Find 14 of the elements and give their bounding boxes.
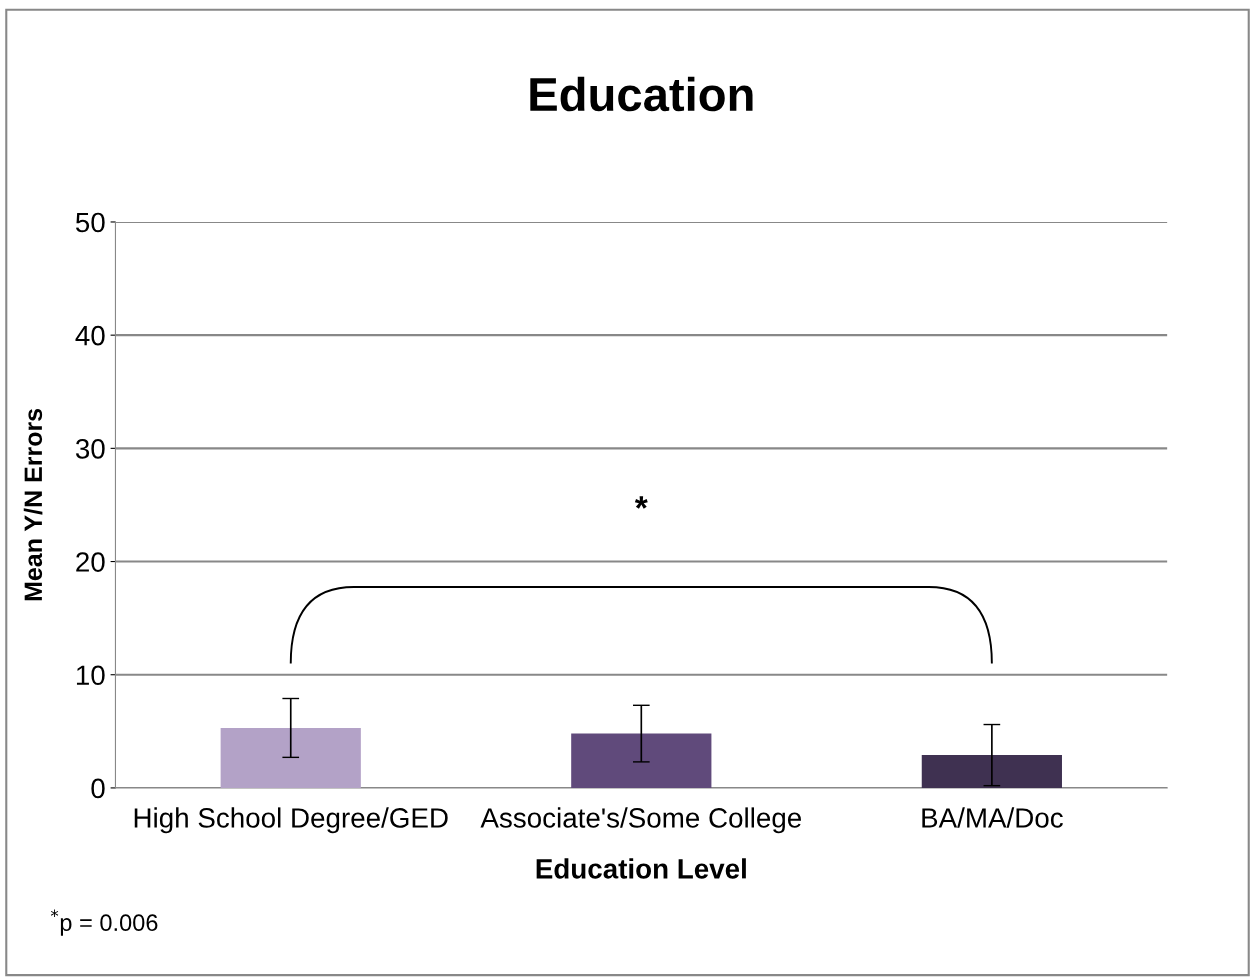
y-tick-label: 40	[75, 325, 105, 346]
x-tick-label: BA/MA/Doc	[922, 807, 1063, 828]
y-tick-label: 30	[75, 439, 105, 459]
x-tick-label: Associate's/Some College	[480, 807, 801, 834]
x-axis-title: Education Level	[536, 858, 746, 879]
y-tick-label: 10	[76, 665, 105, 686]
text: $^{*}$p = 0.006	[50, 909, 158, 936]
y-tick-label: 0	[91, 778, 105, 799]
x-tick-label: High School Degree/GED	[134, 807, 448, 834]
y-axis-title: Mean Y/N Errors	[23, 408, 43, 601]
chart-title: Education	[530, 76, 753, 112]
annotation: *	[634, 496, 648, 509]
y-tick-label: 50	[75, 212, 105, 233]
y-tick-label: 20	[76, 552, 105, 572]
